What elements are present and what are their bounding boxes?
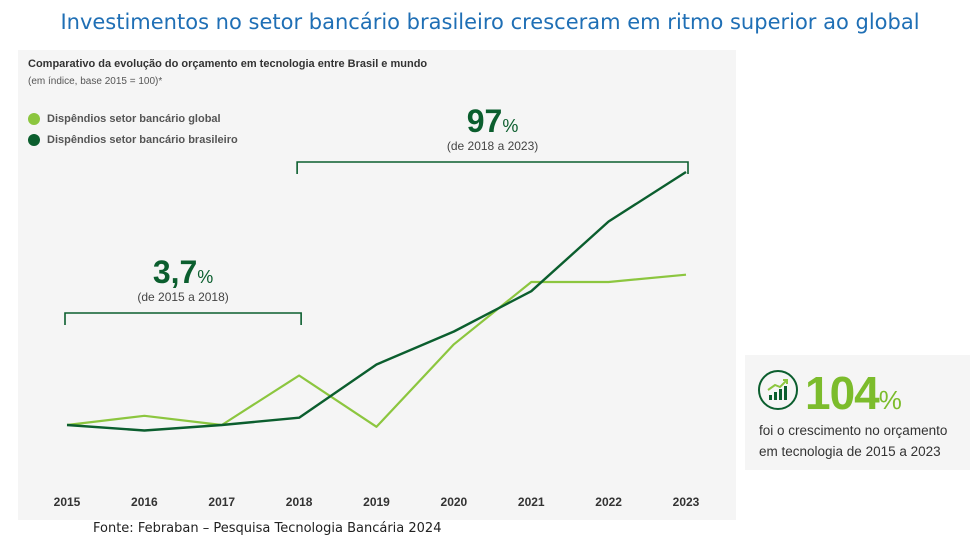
x-tick-label-2018: 2018 <box>286 495 313 509</box>
chart-subtitle: (em índice, base 2015 = 100)* <box>28 76 163 87</box>
legend-label-brasil: Dispêndios setor bancário brasileiro <box>47 133 238 146</box>
source-note: Fonte: Febraban – Pesquisa Tecnologia Ba… <box>93 521 442 536</box>
growth-brackets: 3,7%(de 2015 a 2018) 97%(de 2018 a 2023) <box>64 103 689 325</box>
chart-title: Comparativo da evolução do orçamento em … <box>28 58 428 70</box>
x-tick-label-2020: 2020 <box>441 495 468 509</box>
growth-chart-icon <box>758 370 798 410</box>
annotation-note-2018-2023: (de 2018 a 2023) <box>447 139 538 153</box>
annotation-note-2015-2018: (de 2015 a 2018) <box>137 290 228 304</box>
legend-item-global: Dispêndios setor bancário global <box>28 108 238 129</box>
x-tick-label-2017: 2017 <box>208 495 235 509</box>
x-tick-label-2015: 2015 <box>54 495 81 509</box>
bracket-2018-2023 <box>296 161 689 174</box>
legend-swatch-brasil <box>28 133 40 146</box>
series-line-global <box>66 273 687 428</box>
chart-legend: Dispêndios setor bancário global Dispênd… <box>28 108 238 150</box>
chart-panel <box>18 50 736 520</box>
callout-unit: % <box>878 385 902 415</box>
x-tick-label-2022: 2022 <box>595 495 622 509</box>
x-axis-labels: 2015 2016 2017 2018 2019 2020 2021 2022 2023 <box>54 495 700 509</box>
callout-text: foi o crescimento no orçamento em tecnol… <box>759 423 948 459</box>
series-line-brasil <box>66 170 687 432</box>
annotation-value-2015-2018: 3,7% <box>153 254 214 290</box>
x-tick-label-2019: 2019 <box>363 495 390 509</box>
legend-label-global: Dispêndios setor bancário global <box>47 112 221 125</box>
annotation-value-2018-2023: 97% <box>467 103 519 139</box>
growth-callout <box>745 355 970 470</box>
headline: Investimentos no setor bancário brasilei… <box>60 10 920 34</box>
callout-number: 104 <box>805 367 880 419</box>
x-tick-label-2023: 2023 <box>673 495 700 509</box>
series-lines <box>66 170 687 432</box>
x-tick-label-2016: 2016 <box>131 495 158 509</box>
callout-value: 104% <box>805 366 902 420</box>
bracket-2015-2018 <box>64 312 302 325</box>
x-tick-label-2021: 2021 <box>518 495 545 509</box>
legend-swatch-global <box>28 112 40 125</box>
legend-item-brasil: Dispêndios setor bancário brasileiro <box>28 129 238 150</box>
